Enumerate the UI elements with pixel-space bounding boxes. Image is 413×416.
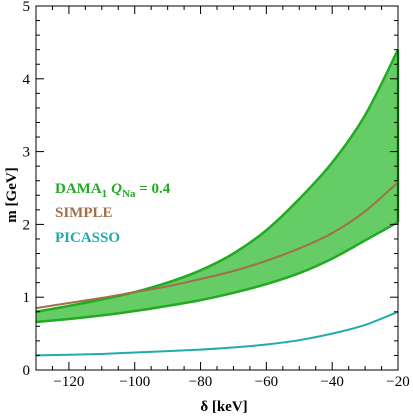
y-tick-label: 3: [23, 145, 31, 161]
x-tick-label: −40: [320, 374, 343, 390]
legend-dama: DAMA1 QNa = 0.4: [55, 181, 171, 200]
dama-band-fill: [36, 49, 398, 322]
y-tick-label: 2: [23, 217, 31, 233]
y-tick-label: 1: [23, 290, 31, 306]
tick-layer: −120 −100 −80 −60 −40 −20 0 1 2 3 4 5: [23, 0, 410, 390]
x-tick-label: −100: [119, 374, 150, 390]
legend-simple: SIMPLE: [55, 205, 113, 221]
dama-lower-line: [35, 221, 399, 324]
simple-line: [35, 181, 399, 310]
picasso-line: [35, 310, 399, 357]
legend-dama-q: Q: [111, 181, 122, 197]
legend-dama-subscript: 1: [102, 188, 108, 200]
legend: DAMA1 QNa = 0.4 SIMPLE PICASSO: [55, 181, 171, 246]
legend-picasso: PICASSO: [55, 230, 120, 246]
x-tick-label: −60: [255, 374, 278, 390]
y-tick-label: 4: [23, 72, 31, 88]
x-tick-label: −120: [53, 374, 84, 390]
x-axis-title: δ [keV]: [200, 399, 247, 415]
legend-dama-prefix: DAMA: [55, 181, 102, 197]
dama-upper-line: [35, 49, 400, 314]
x-tick-label: −80: [189, 374, 212, 390]
y-axis-title: m [GeV]: [4, 167, 20, 222]
curve-layer: [35, 181, 399, 357]
legend-dama-q-subscript: Na: [122, 188, 136, 200]
legend-dama-value: = 0.4: [135, 181, 170, 197]
y-tick-label: 0: [23, 363, 31, 379]
x-tick-label: −20: [386, 374, 409, 390]
y-tick-label: 5: [23, 0, 31, 15]
